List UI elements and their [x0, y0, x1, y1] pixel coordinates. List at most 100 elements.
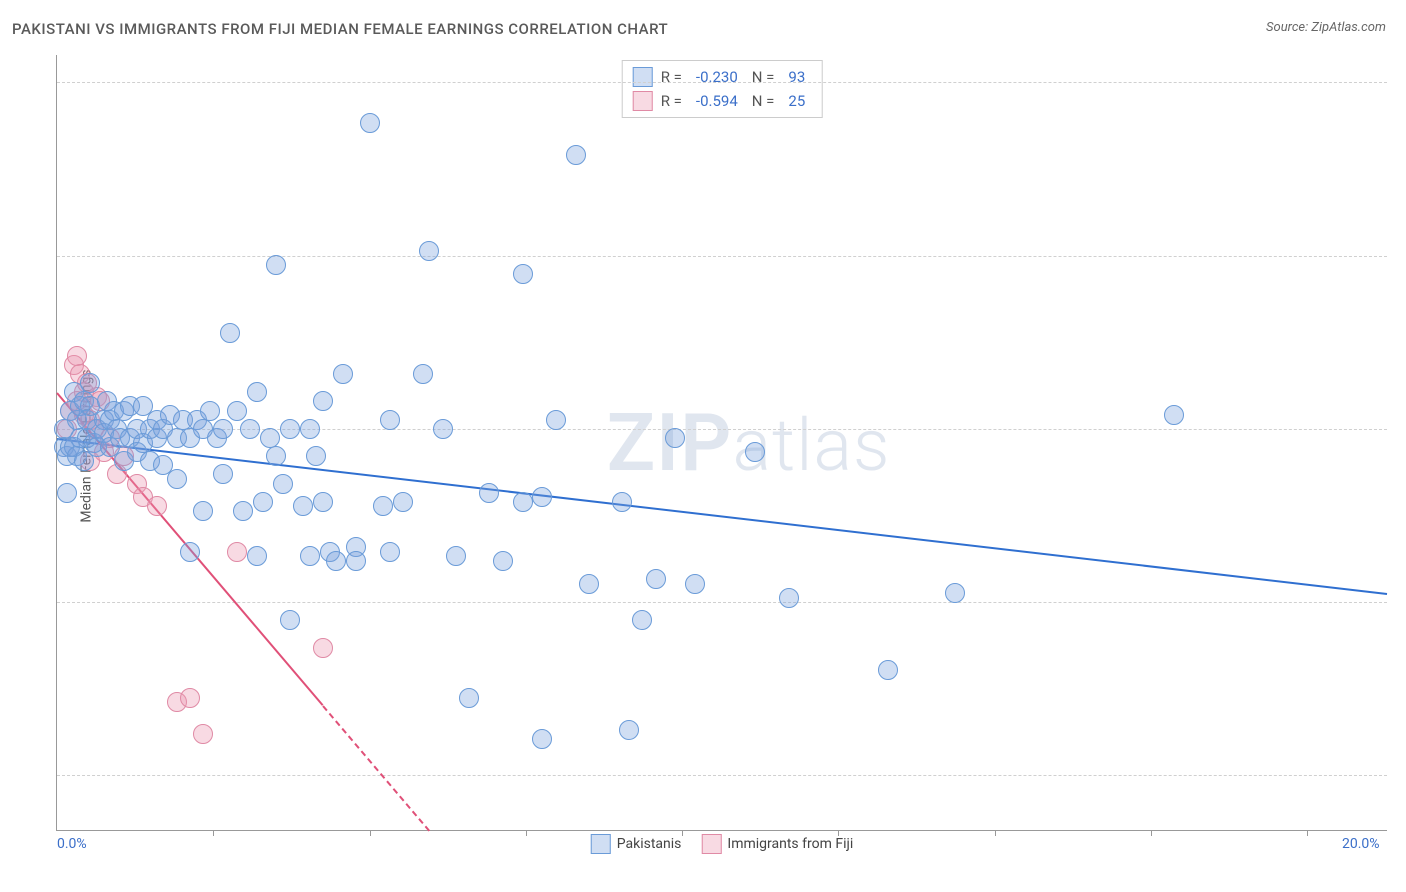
- data-point: [546, 410, 566, 430]
- legend-swatch-icon: [591, 834, 611, 854]
- data-point: [300, 546, 320, 566]
- plot-area: ZIPatlas R = -0.230 N = 93 R = -0.594 N …: [56, 55, 1387, 831]
- data-point: [945, 583, 965, 603]
- data-point: [380, 410, 400, 430]
- gridline: [57, 256, 1387, 257]
- x-tick-mark: [1151, 830, 1152, 836]
- n-value-pakistanis: 93: [788, 65, 805, 89]
- data-point: [306, 446, 326, 466]
- data-point: [493, 551, 513, 571]
- data-point: [632, 610, 652, 630]
- x-tick-mark: [682, 830, 683, 836]
- correlation-legend: R = -0.230 N = 93 R = -0.594 N = 25: [622, 60, 823, 118]
- x-tick-mark: [1307, 830, 1308, 836]
- data-point: [446, 546, 466, 566]
- data-point: [479, 483, 499, 503]
- x-tick-mark: [370, 830, 371, 836]
- n-value-fiji: 25: [788, 89, 805, 113]
- data-point: [566, 145, 586, 165]
- data-point: [313, 492, 333, 512]
- legend-swatch-icon: [701, 834, 721, 854]
- y-tick-label: $40,000: [1397, 456, 1406, 472]
- data-point: [147, 496, 167, 516]
- x-tick-mark: [838, 830, 839, 836]
- data-point: [433, 419, 453, 439]
- r-value-fiji: -0.594: [696, 89, 738, 113]
- data-point: [313, 638, 333, 658]
- data-point: [67, 346, 87, 366]
- data-point: [227, 542, 247, 562]
- gridline: [57, 602, 1387, 603]
- data-point: [273, 474, 293, 494]
- legend-label-pakistanis: Pakistanis: [617, 836, 682, 852]
- x-tick-mark: [526, 830, 527, 836]
- data-point: [513, 264, 533, 284]
- data-point: [253, 492, 273, 512]
- source-attribution: Source: ZipAtlas.com: [1266, 20, 1386, 35]
- data-point: [346, 551, 366, 571]
- data-point: [878, 660, 898, 680]
- x-tick-mark: [995, 830, 996, 836]
- r-label: R =: [661, 89, 682, 113]
- chart-title: PAKISTANI VS IMMIGRANTS FROM FIJI MEDIAN…: [12, 20, 668, 38]
- data-point: [293, 496, 313, 516]
- data-point: [380, 542, 400, 562]
- data-point: [213, 464, 233, 484]
- data-point: [665, 428, 685, 448]
- data-point: [513, 492, 533, 512]
- data-point: [247, 382, 267, 402]
- data-point: [266, 255, 286, 275]
- legend-item-pakistanis: Pakistanis: [591, 834, 682, 854]
- legend-swatch-fiji: [633, 91, 653, 111]
- data-point: [1164, 405, 1184, 425]
- data-point: [233, 501, 253, 521]
- n-label: N =: [752, 89, 775, 113]
- data-point: [193, 501, 213, 521]
- data-point: [532, 487, 552, 507]
- data-point: [247, 546, 267, 566]
- r-label: R =: [661, 65, 682, 89]
- data-point: [280, 419, 300, 439]
- legend-label-fiji: Immigrants from Fiji: [727, 836, 853, 852]
- data-point: [193, 724, 213, 744]
- data-point: [373, 496, 393, 516]
- legend-row-fiji: R = -0.594 N = 25: [633, 89, 812, 113]
- data-point: [326, 551, 346, 571]
- x-tick-label: 0.0%: [57, 836, 87, 852]
- data-point: [57, 483, 77, 503]
- data-point: [200, 401, 220, 421]
- data-point: [745, 442, 765, 462]
- data-point: [413, 364, 433, 384]
- data-point: [266, 446, 286, 466]
- data-point: [779, 588, 799, 608]
- data-point: [685, 574, 705, 594]
- legend-swatch-pakistanis: [633, 67, 653, 87]
- data-point: [612, 492, 632, 512]
- data-point: [260, 428, 280, 448]
- gridline: [57, 82, 1387, 83]
- data-point: [532, 729, 552, 749]
- data-point: [227, 401, 247, 421]
- legend-item-fiji: Immigrants from Fiji: [701, 834, 853, 854]
- r-value-pakistanis: -0.230: [696, 65, 738, 89]
- data-point: [300, 419, 320, 439]
- data-point: [313, 391, 333, 411]
- x-tick-label: 20.0%: [1342, 836, 1380, 852]
- data-point: [393, 492, 413, 512]
- data-point: [180, 688, 200, 708]
- y-tick-label: $20,000: [1397, 639, 1406, 655]
- data-point: [419, 241, 439, 261]
- data-point: [333, 364, 353, 384]
- n-label: N =: [752, 65, 775, 89]
- x-tick-mark: [213, 830, 214, 836]
- gridline: [57, 775, 1387, 776]
- series-legend: Pakistanis Immigrants from Fiji: [591, 834, 854, 854]
- y-tick-label: $60,000: [1397, 274, 1406, 290]
- data-point: [579, 574, 599, 594]
- data-point: [646, 569, 666, 589]
- data-point: [167, 469, 187, 489]
- y-tick-label: $80,000: [1397, 92, 1406, 108]
- data-point: [213, 419, 233, 439]
- data-point: [619, 720, 639, 740]
- data-point: [180, 542, 200, 562]
